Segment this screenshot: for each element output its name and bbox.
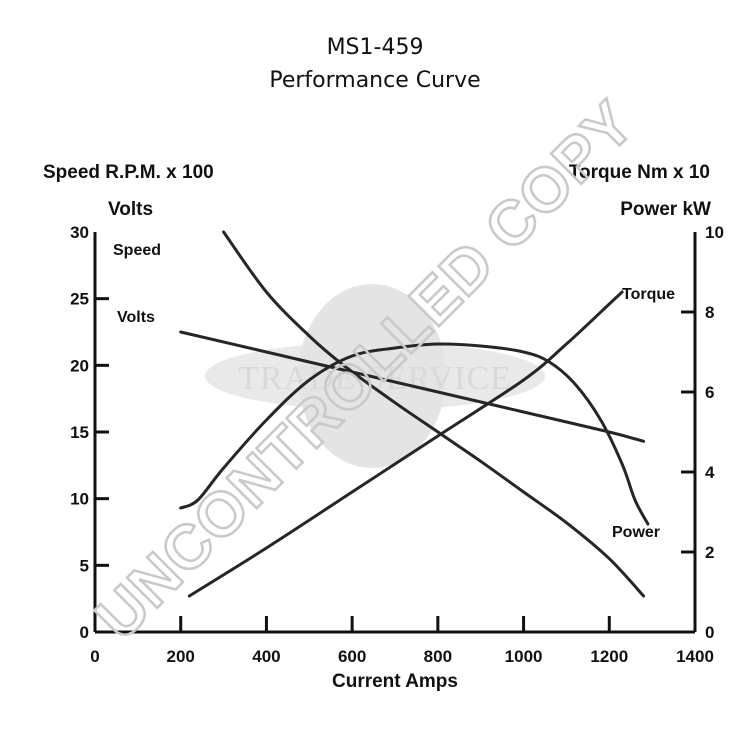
data-series xyxy=(179,230,650,598)
series-label-volts: Volts xyxy=(117,309,155,326)
y-right-tick-label: 0 xyxy=(705,623,714,642)
x-tick-label: 400 xyxy=(252,647,280,666)
series-line-volts xyxy=(179,330,646,443)
right-axis-title-power: Power kW xyxy=(620,199,711,220)
series-line-speed xyxy=(222,230,646,598)
chart-subtitle: Performance Curve xyxy=(269,68,480,93)
x-tick-label: 1400 xyxy=(676,647,714,666)
x-tick-label: 600 xyxy=(338,647,366,666)
y-left-tick-label: 20 xyxy=(70,356,89,375)
x-axis-title: Current Amps xyxy=(332,671,458,692)
y-left-tick-label: 0 xyxy=(80,623,89,642)
series-line-power xyxy=(179,342,650,526)
series-label-power: Power xyxy=(612,524,660,541)
x-tick-label: 0 xyxy=(90,647,99,666)
y-right-tick-label: 2 xyxy=(705,543,714,562)
right-axis-title-torque: Torque Nm x 10 xyxy=(569,162,710,183)
y-left-tick-label: 15 xyxy=(70,423,89,442)
y-left-tick-label: 10 xyxy=(70,490,89,509)
left-axis-title-speed: Speed R.P.M. x 100 xyxy=(43,162,214,183)
y-right-tick-label: 8 xyxy=(705,303,714,322)
y-left-tick-label: 30 xyxy=(70,223,89,242)
y-right-tick-label: 10 xyxy=(705,223,724,242)
y-right-tick-label: 4 xyxy=(705,463,715,482)
x-tick-label: 1000 xyxy=(505,647,543,666)
series-label-torque: Torque xyxy=(622,286,675,303)
y-left-tick-label: 25 xyxy=(70,290,89,309)
series-label-speed: Speed xyxy=(113,242,161,259)
x-tick-label: 800 xyxy=(424,647,452,666)
left-axis-title-volts: Volts xyxy=(108,199,153,220)
x-tick-label: 200 xyxy=(167,647,195,666)
series-line-torque xyxy=(187,290,624,598)
axis-ticks: 0 200 400 600 800 1000 1200 1400 0 5 10 15 20 25 30 0 2 4… xyxy=(70,223,724,666)
y-left-tick-label: 5 xyxy=(80,556,89,575)
x-tick-label: 1200 xyxy=(590,647,628,666)
y-right-tick-label: 6 xyxy=(705,383,714,402)
chart-title: MS1-459 xyxy=(327,35,424,60)
